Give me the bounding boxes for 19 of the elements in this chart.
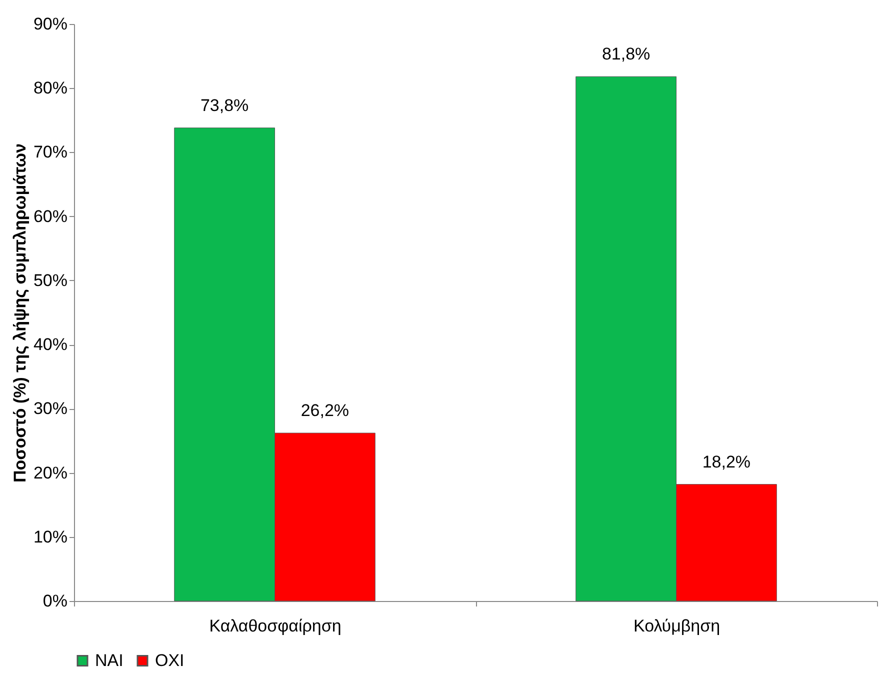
y-tick-label: 10% xyxy=(33,527,68,546)
data-label: 18,2% xyxy=(702,452,751,472)
y-tick-label: 70% xyxy=(33,142,68,162)
data-label: 73,8% xyxy=(200,96,249,115)
data-label: 81,8% xyxy=(602,44,650,64)
y-tick-label: 30% xyxy=(33,399,68,418)
y-tick-label: 20% xyxy=(33,463,68,482)
legend-label: ΝΑΙ xyxy=(95,650,124,670)
y-tick-label: 50% xyxy=(33,270,68,290)
y-tick-label: 80% xyxy=(33,78,68,98)
x-tick-label: Καλαθοσφαίρηση xyxy=(209,616,342,636)
x-tick-label: Κολύμβηση xyxy=(633,616,720,636)
y-tick-label: 0% xyxy=(42,592,68,610)
data-label: 26,2% xyxy=(300,401,350,420)
y-tick-label: 90% xyxy=(33,14,68,34)
legend-label: ΟΧΙ xyxy=(155,650,184,670)
y-axis-title: Ποσοστό (%) της λήψης συμπληρωμάτων xyxy=(10,143,30,483)
y-tick-label: 40% xyxy=(33,335,68,354)
y-tick-label: 60% xyxy=(33,206,68,226)
